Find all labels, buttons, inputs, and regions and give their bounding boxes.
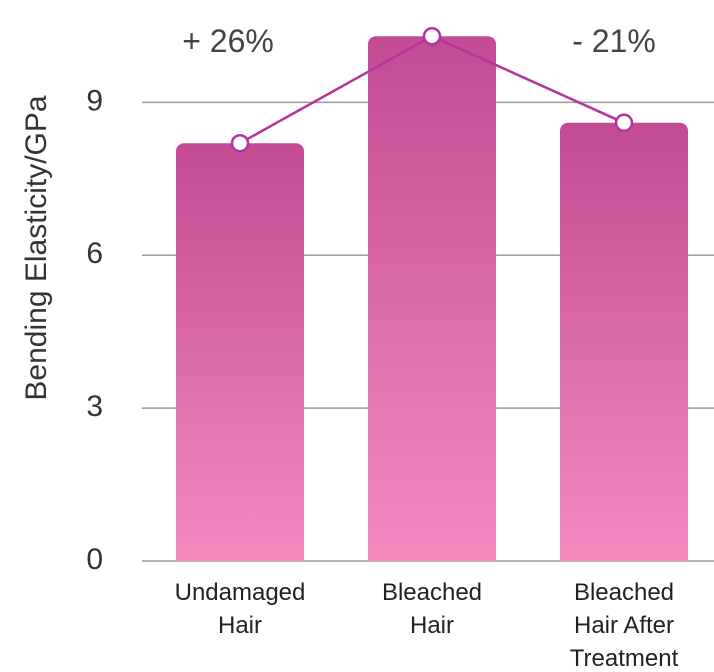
- bar: [176, 143, 304, 561]
- y-axis-label: Bending Elasticity/GPa: [20, 95, 53, 400]
- bar-base: [560, 551, 688, 561]
- category-label: Bleached: [382, 579, 482, 606]
- line-point: [422, 26, 442, 46]
- annotation-decrease: - 21%: [572, 23, 656, 59]
- bar-base: [368, 551, 496, 561]
- bars: [176, 36, 688, 562]
- category-label: Treatment: [570, 645, 679, 672]
- annotation-increase: + 26%: [182, 23, 274, 59]
- y-tick-label: 0: [86, 543, 103, 576]
- y-tick-label: 9: [86, 84, 103, 117]
- bar: [368, 36, 496, 561]
- bar-base: [176, 551, 304, 561]
- line-point: [230, 133, 250, 153]
- category-label: Bleached: [574, 579, 674, 606]
- category-label: Hair: [218, 612, 262, 639]
- y-tick-label: 6: [86, 237, 103, 270]
- category-labels: Undamaged Hair Bleached Hair Bleached Hair Af…: [175, 579, 679, 672]
- y-axis-ticks: 0 3 6 9: [86, 84, 103, 576]
- category-label: Undamaged: [175, 579, 306, 606]
- bar: [560, 122, 688, 562]
- category-label: Hair After: [574, 612, 674, 639]
- category-label: Hair: [410, 612, 454, 639]
- line-point: [614, 113, 634, 133]
- trend-line: [230, 26, 634, 153]
- y-tick-label: 3: [86, 390, 103, 423]
